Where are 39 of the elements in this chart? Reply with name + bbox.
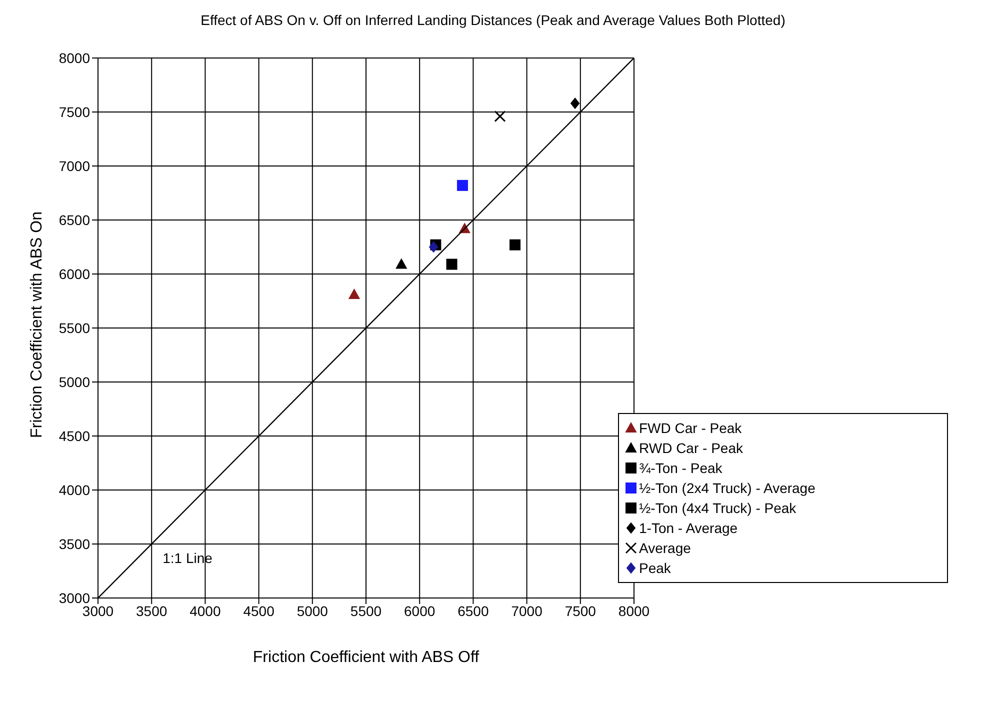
legend-label: 1-Ton - Average — [639, 520, 738, 536]
legend-label: RWD Car - Peak — [639, 440, 743, 456]
y-tick-label: 7000 — [58, 158, 90, 174]
y-tick-label: 7500 — [58, 104, 90, 120]
y-tick-label: 8000 — [58, 50, 90, 66]
point — [494, 110, 506, 122]
point — [396, 258, 407, 269]
x-tick-label: 6000 — [404, 602, 436, 619]
legend-label: FWD Car - Peak — [639, 420, 742, 436]
y-tick-label: 3500 — [58, 536, 90, 552]
legend-label: Peak — [639, 560, 671, 576]
legend-label: Average — [639, 540, 691, 556]
x-tick-label: 4000 — [190, 602, 221, 619]
x-tick-label: 6500 — [458, 602, 489, 619]
legend-label: ¾-Ton - Peak — [639, 460, 722, 476]
y-tick-label: 4000 — [58, 482, 90, 498]
y-tick-label: 5500 — [58, 320, 90, 336]
x-tick-label: 7000 — [511, 602, 543, 619]
x-axis-title: Friction Coefficient with ABS Off — [252, 649, 480, 666]
y-tick-label: 5000 — [58, 374, 90, 390]
point — [429, 242, 438, 252]
y-tick-label: 6000 — [58, 266, 90, 282]
x-tick-label: 5500 — [350, 602, 382, 619]
y-axis-title: Friction Coefficient with ABS On — [28, 212, 46, 438]
point — [570, 98, 580, 109]
x-tick-label: 5000 — [296, 602, 328, 619]
x-tick-label: 4500 — [243, 602, 275, 619]
legend-label: ½-Ton (4x4 Truck) - Peak — [639, 500, 796, 516]
x-tick-label: 7500 — [564, 602, 596, 619]
y-tick-label: 4500 — [58, 428, 90, 444]
point — [446, 258, 458, 270]
chart-title: Effect of ABS On v. Off on Inferred Landing Distances (Peak and Average Values Both Plotted) — [200, 11, 786, 30]
y-tick-label: 6500 — [58, 212, 90, 228]
x-tick-label: 8000 — [618, 602, 650, 619]
legend-label: ½-Ton (2x4 Truck) - Average — [639, 480, 816, 496]
x-tick-label: 3500 — [136, 602, 168, 619]
point — [348, 289, 360, 300]
point — [510, 239, 521, 250]
point — [456, 180, 468, 191]
